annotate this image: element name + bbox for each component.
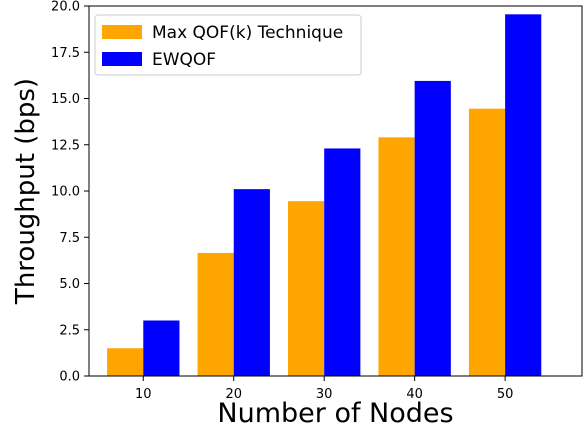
x-axis-ticks: 10 20 30 40 50: [135, 376, 513, 402]
bar-ewqof-30: [324, 148, 361, 376]
y-tick-label: 2.5: [59, 323, 80, 338]
y-tick-label: 20.0: [51, 0, 80, 15]
x-tick-label: 10: [135, 387, 152, 402]
bar-max-qof-40: [378, 137, 415, 376]
y-tick-label: 0.0: [59, 370, 80, 385]
legend-label: EWQOF: [152, 50, 216, 70]
y-axis-ticks: 0.0 2.5 5.0 7.5 10.0 12.5 15.0 17.5 20.0: [51, 0, 89, 385]
x-tick-label: 50: [497, 387, 514, 402]
y-tick-label: 12.5: [51, 138, 80, 153]
bar-max-qof-30: [288, 201, 325, 376]
legend-swatch: [102, 25, 142, 39]
x-tick-label: 30: [316, 387, 333, 402]
bar-ewqof-40: [414, 80, 451, 377]
legend-label: Max QOF(k) Technique: [152, 23, 343, 43]
bar-max-qof-50: [468, 108, 506, 377]
legend-box: [94, 14, 362, 76]
y-tick-label: 5.0: [59, 277, 80, 292]
bar-ewqof-10: [143, 320, 180, 376]
legend-swatch: [102, 52, 142, 66]
bars-group: [107, 14, 542, 377]
legend: Max QOF(k) Technique EWQOF: [94, 14, 362, 76]
y-axis-label: Throughput (bps): [11, 78, 41, 305]
x-tick-label: 40: [406, 387, 423, 402]
bar-max-qof-10: [107, 348, 144, 376]
bar-max-qof-20: [197, 252, 234, 376]
y-tick-label: 7.5: [59, 231, 80, 246]
y-tick-label: 10.0: [51, 185, 80, 200]
x-axis-label: Number of Nodes: [217, 398, 453, 429]
x-tick-label: 20: [225, 387, 242, 402]
bar-ewqof-20: [233, 189, 270, 376]
bar-ewqof-50: [505, 14, 542, 376]
y-tick-label: 17.5: [51, 46, 80, 61]
y-tick-label: 15.0: [51, 92, 80, 107]
